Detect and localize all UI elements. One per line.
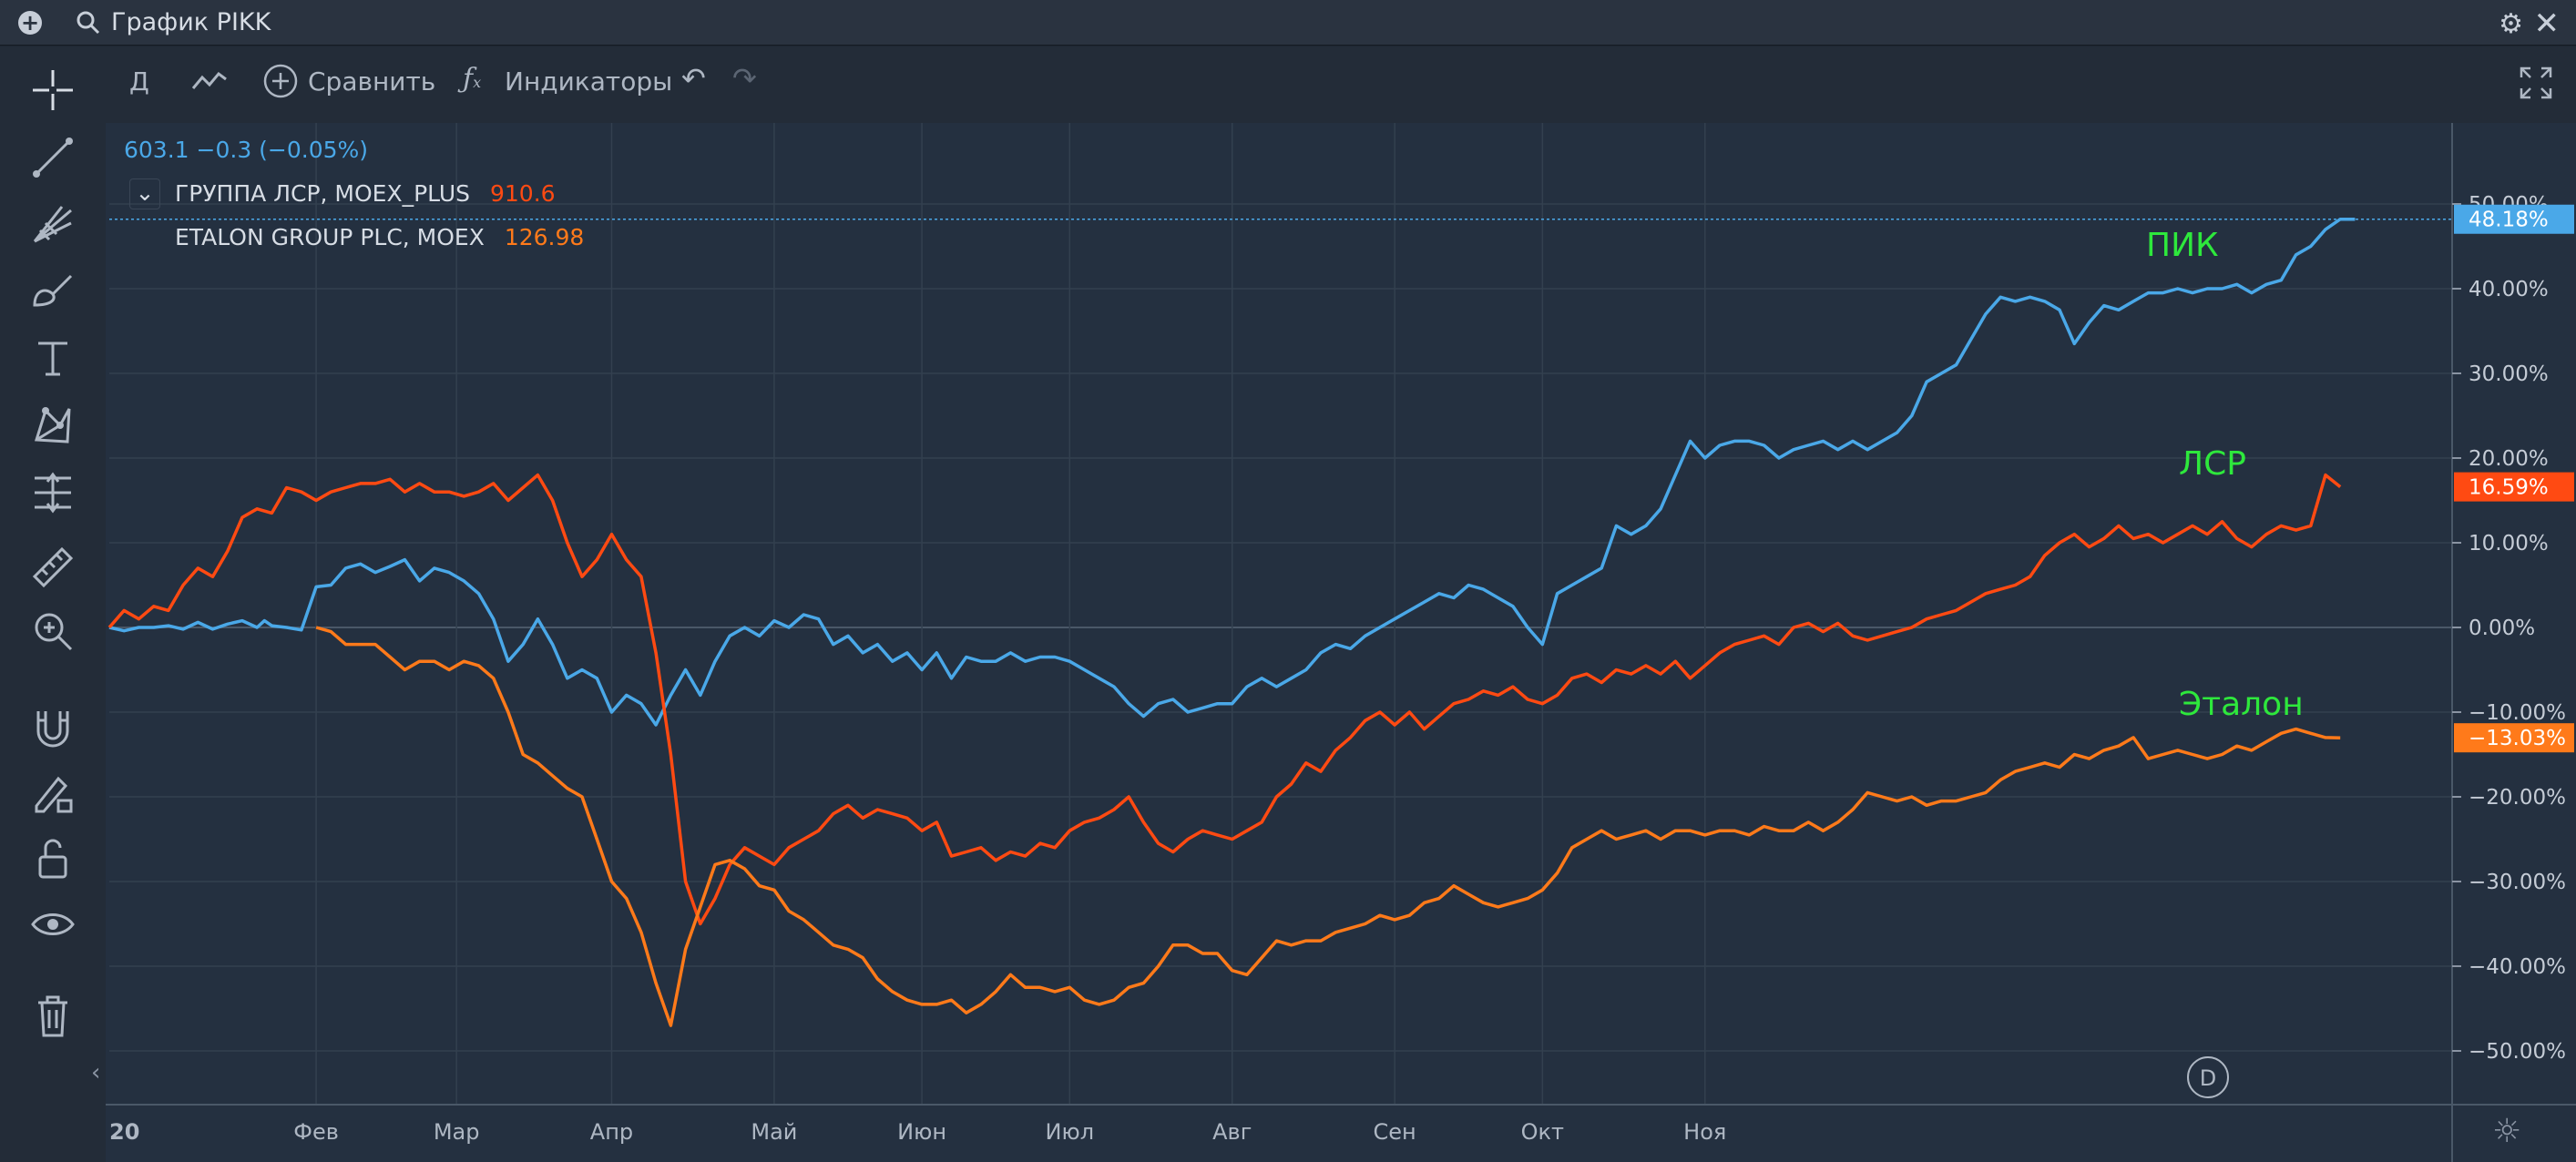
x-tick-label: Июл xyxy=(1046,1119,1095,1145)
trend-line-icon[interactable] xyxy=(26,130,80,185)
last-value-label-pik: 48.18% xyxy=(2469,209,2549,232)
legend-value-lsr: 910.6 xyxy=(489,180,556,207)
last-value-label-etalon: −13.03% xyxy=(2469,727,2566,750)
chart-grid xyxy=(109,123,2452,1105)
compare-plus-icon[interactable] xyxy=(262,63,299,99)
crosshair-icon[interactable] xyxy=(26,63,80,117)
compare-button[interactable]: Сравнить xyxy=(308,66,436,97)
legend-toggle-icon[interactable]: ⌄ xyxy=(129,178,160,209)
x-tick-label: Июн xyxy=(897,1119,946,1145)
y-tick-label: −20.00% xyxy=(2469,786,2566,810)
y-tick-label: 20.00% xyxy=(2469,447,2549,471)
time-axis: 20 Фев Мар Апр Май Июн Июл Авг Сен Окт Ноя xyxy=(109,1119,1726,1145)
x-tick-label: Авг xyxy=(1212,1119,1252,1145)
chart-series: ПИК ЛСР Эталон D xyxy=(107,217,2452,1098)
ruler-icon[interactable] xyxy=(26,540,80,595)
fib-fan-icon[interactable] xyxy=(26,198,80,252)
window-title: График PIKK xyxy=(111,8,271,36)
text-tool-icon[interactable] xyxy=(26,331,80,385)
y-tick-label: 40.00% xyxy=(2469,278,2549,301)
dividend-marker-icon[interactable] xyxy=(2187,1056,2229,1098)
brush-icon[interactable] xyxy=(26,263,80,318)
zoom-in-icon[interactable] xyxy=(26,604,80,658)
unlock-icon[interactable] xyxy=(26,831,80,886)
fullscreen-icon[interactable] xyxy=(2518,65,2554,101)
chart-area[interactable]: ПИК ЛСР Эталон D 50.00%40.00%30.00%20.00%10… xyxy=(106,123,2576,1162)
x-tick-label: Мар xyxy=(434,1119,480,1145)
y-tick-label: −10.00% xyxy=(2469,701,2566,725)
y-tick-label: 30.00% xyxy=(2469,362,2549,386)
legend-row-lsr: ГРУППА ЛСР, MOEX_PLUS 910.6 xyxy=(175,180,556,207)
indicators-fx-icon[interactable]: ƒx xyxy=(463,63,482,95)
add-tab-icon[interactable]: + xyxy=(18,11,42,35)
window-titlebar: + График PIKK ⚙ ✕ xyxy=(0,0,2576,46)
annotation-lsr: ЛСР xyxy=(2179,445,2246,483)
search-icon[interactable] xyxy=(75,9,102,36)
legend-name-etalon: ETALON GROUP PLC, MOEX xyxy=(175,224,485,250)
legend-name-lsr: ГРУППА ЛСР, MOEX_PLUS xyxy=(175,180,471,207)
magnet-icon[interactable] xyxy=(26,700,80,755)
interval-button[interactable]: Д xyxy=(129,66,149,97)
series-line-pik xyxy=(108,217,2356,727)
x-tick-label: Ноя xyxy=(1683,1119,1726,1145)
close-icon[interactable]: ✕ xyxy=(2533,5,2561,42)
y-tick-label: −30.00% xyxy=(2469,871,2566,894)
x-tick-label: Апр xyxy=(590,1119,633,1145)
eye-icon[interactable] xyxy=(26,897,80,952)
pattern-icon[interactable] xyxy=(26,398,80,453)
annotation-pik: ПИК xyxy=(2146,227,2219,264)
last-value-label-lsr: 16.59% xyxy=(2469,476,2549,500)
series-line-etalon xyxy=(315,626,2341,1027)
y-tick-label: 10.00% xyxy=(2469,532,2549,556)
y-tick-label: 0.00% xyxy=(2469,617,2535,640)
annotation-etalon: Эталон xyxy=(2179,686,2304,723)
x-tick-label: Май xyxy=(751,1119,797,1145)
settings-gear-icon[interactable]: ⚙ xyxy=(2499,8,2523,40)
dividend-marker-label: D xyxy=(2200,1065,2216,1091)
x-tick-label: Сен xyxy=(1374,1119,1416,1145)
x-tick-label: Фев xyxy=(293,1119,339,1145)
last-value-badge-lsr xyxy=(2454,472,2574,502)
lock-drawing-icon[interactable] xyxy=(26,766,80,821)
collapse-sidebar-icon[interactable]: ‹ xyxy=(91,1059,101,1086)
chart-type-icon[interactable] xyxy=(189,65,230,97)
axis-settings-icon[interactable]: ☼ xyxy=(2492,1113,2522,1150)
series-line-lsr xyxy=(107,473,2342,926)
x-tick-label: 20 xyxy=(109,1119,139,1145)
last-value-badge-etalon xyxy=(2454,723,2574,753)
x-tick-label: Окт xyxy=(1521,1119,1564,1145)
measure-icon[interactable] xyxy=(26,465,80,520)
price-axis: 50.00%40.00%30.00%20.00%10.00%0.00%−10.0… xyxy=(106,123,2576,1162)
trash-icon[interactable] xyxy=(26,988,80,1043)
main-quote: 603.1 −0.3 (−0.05%) xyxy=(124,137,369,163)
drawing-tools-sidebar: ‹ xyxy=(0,46,106,1162)
redo-icon[interactable]: ↷ xyxy=(732,61,757,96)
undo-icon[interactable]: ↶ xyxy=(681,61,706,96)
last-value-badge-pik xyxy=(2454,204,2574,234)
y-tick-label: −50.00% xyxy=(2469,1040,2566,1064)
indicators-button[interactable]: Индикаторы xyxy=(505,66,673,97)
legend-row-etalon: ETALON GROUP PLC, MOEX 126.98 xyxy=(175,224,584,250)
y-tick-label: −40.00% xyxy=(2469,955,2566,979)
chart-toolbar: Д Сравнить ƒx Индикаторы ↶ ↷ xyxy=(106,46,2576,123)
legend-value-etalon: 126.98 xyxy=(504,224,585,250)
